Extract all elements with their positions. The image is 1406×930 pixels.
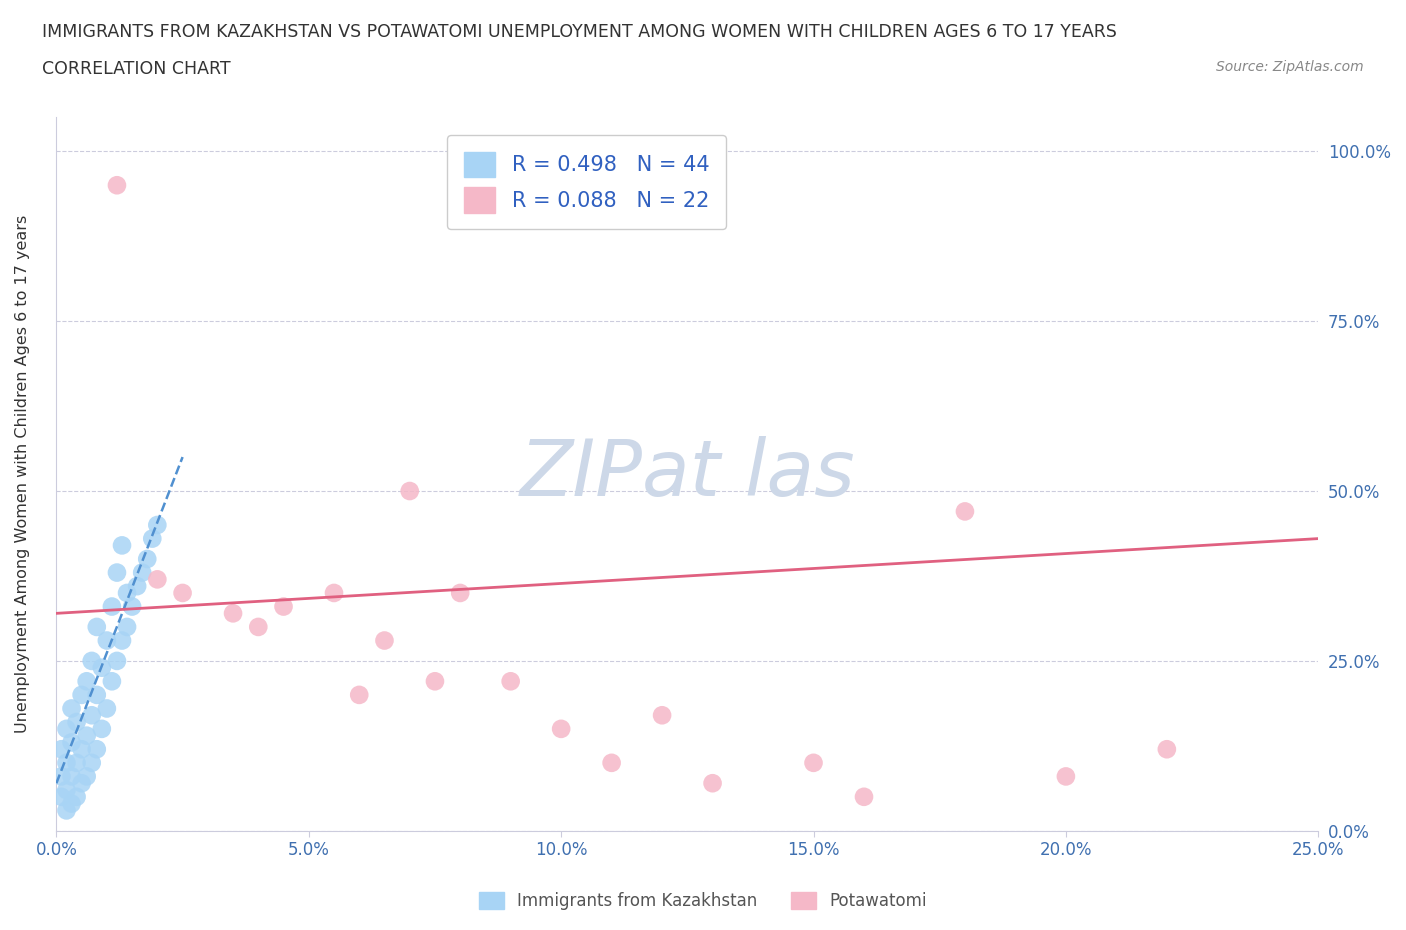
Point	[105, 654, 128, 669]
Point	[146, 572, 169, 587]
Point	[115, 619, 138, 634]
Text: IMMIGRANTS FROM KAZAKHSTAN VS POTAWATOMI UNEMPLOYMENT AMONG WOMEN WITH CHILDREN : IMMIGRANTS FROM KAZAKHSTAN VS POTAWATOMI…	[42, 23, 1116, 41]
Text: ZIPat las: ZIPat las	[520, 436, 855, 512]
Point	[60, 701, 83, 716]
Point	[131, 565, 153, 580]
Point	[51, 742, 73, 757]
Point	[55, 803, 77, 817]
Point	[76, 728, 98, 743]
Point	[65, 790, 87, 804]
Point	[90, 722, 112, 737]
Point	[55, 755, 77, 770]
Point	[51, 790, 73, 804]
Point	[172, 586, 194, 601]
Point	[323, 586, 346, 601]
Text: CORRELATION CHART: CORRELATION CHART	[42, 60, 231, 78]
Point	[449, 586, 471, 601]
Point	[111, 633, 134, 648]
Point	[55, 722, 77, 737]
Point	[702, 776, 724, 790]
Point	[115, 586, 138, 601]
Point	[651, 708, 673, 723]
Point	[90, 660, 112, 675]
Point	[60, 735, 83, 750]
Point	[1156, 742, 1178, 757]
Point	[55, 782, 77, 797]
Point	[953, 504, 976, 519]
Point	[803, 755, 825, 770]
Point	[373, 633, 395, 648]
Point	[96, 701, 118, 716]
Point	[105, 565, 128, 580]
Legend: R = 0.498   N = 44, R = 0.088   N = 22: R = 0.498 N = 44, R = 0.088 N = 22	[447, 135, 725, 230]
Point	[247, 619, 270, 634]
Point	[65, 714, 87, 729]
Point	[222, 606, 245, 621]
Point	[60, 769, 83, 784]
Point	[111, 538, 134, 552]
Point	[86, 687, 108, 702]
Point	[70, 776, 93, 790]
Point	[70, 687, 93, 702]
Point	[65, 755, 87, 770]
Point	[80, 654, 103, 669]
Point	[101, 599, 124, 614]
Point	[96, 633, 118, 648]
Point	[600, 755, 623, 770]
Point	[349, 687, 371, 702]
Y-axis label: Unemployment Among Women with Children Ages 6 to 17 years: Unemployment Among Women with Children A…	[15, 215, 30, 733]
Point	[80, 755, 103, 770]
Point	[141, 531, 163, 546]
Point	[273, 599, 295, 614]
Legend: Immigrants from Kazakhstan, Potawatomi: Immigrants from Kazakhstan, Potawatomi	[472, 885, 934, 917]
Point	[76, 769, 98, 784]
Point	[1054, 769, 1077, 784]
Point	[146, 518, 169, 533]
Point	[60, 796, 83, 811]
Point	[398, 484, 420, 498]
Text: Source: ZipAtlas.com: Source: ZipAtlas.com	[1216, 60, 1364, 74]
Point	[51, 769, 73, 784]
Point	[550, 722, 572, 737]
Point	[80, 708, 103, 723]
Point	[86, 619, 108, 634]
Point	[86, 742, 108, 757]
Point	[423, 674, 446, 689]
Point	[853, 790, 876, 804]
Point	[76, 674, 98, 689]
Point	[121, 599, 143, 614]
Point	[499, 674, 522, 689]
Point	[101, 674, 124, 689]
Point	[127, 578, 149, 593]
Point	[105, 178, 128, 193]
Point	[136, 551, 159, 566]
Point	[70, 742, 93, 757]
